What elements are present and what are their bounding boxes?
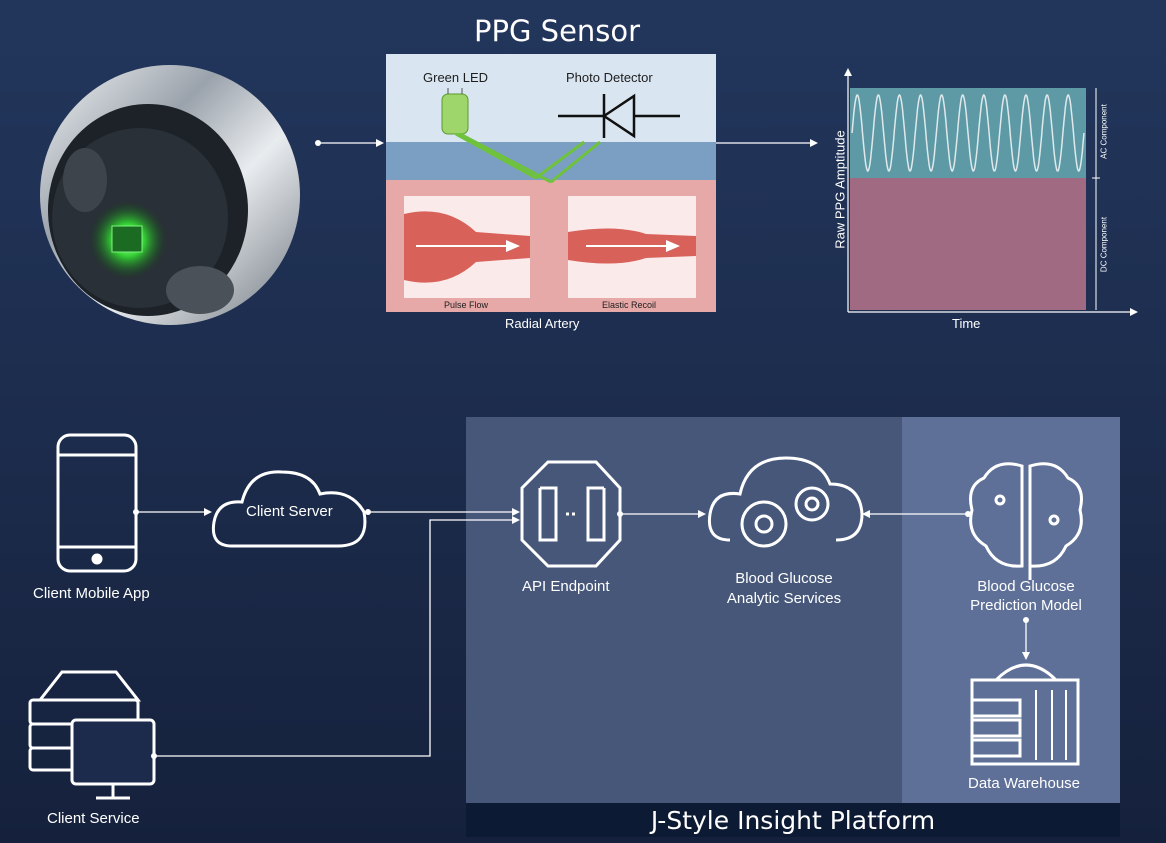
elastic-recoil-panel [568,196,696,298]
skin-layer [386,142,716,180]
sensor-housing [386,54,716,142]
graph-xlabel: Time [952,316,981,331]
service-to-api-line [154,519,514,757]
phone-icon[interactable] [56,433,138,573]
client-service-label: Client Service [47,810,140,827]
brain-icon[interactable] [969,462,1083,580]
radial-artery-label: Radial Artery [505,316,580,331]
client-mobile-app-label: Client Mobile App [33,585,150,602]
photo-detector-label: Photo Detector [566,70,653,85]
platform-title-bar: J-Style Insight Platform [466,803,1120,837]
client-server-label: Client Server [246,503,333,520]
data-warehouse-label: Data Warehouse [968,775,1081,792]
prediction-label-line1: Blood Glucose [977,578,1075,595]
analytics-label-line2: Analytic Services [726,590,842,607]
data-warehouse-icon[interactable] [970,663,1080,766]
analytics-label-line1: Blood Glucose [735,570,833,587]
analytics-cloud-icon[interactable] [707,456,864,548]
pulse-flow-label: Pulse Flow [444,300,489,310]
monitor-icon[interactable] [70,718,156,800]
api-endpoint-icon[interactable] [520,460,622,568]
ppg-sensor-diagram: Green LED Photo Detector [386,54,716,312]
prediction-label-line2: Prediction Model [970,597,1082,614]
led-icon [441,88,469,135]
ppg-sensor-title: PPG Sensor [474,14,641,48]
api-endpoint-label: API Endpoint [522,578,610,595]
green-led-label: Green LED [423,70,489,85]
pulse-flow-panel [404,196,530,298]
light-rays [455,132,601,184]
ppg-waveform [851,93,1085,173]
y-axis-arrow [844,68,852,76]
x-axis-arrow [1130,308,1138,316]
cloud-icon[interactable] [211,470,367,548]
dc-band [850,178,1086,310]
elastic-recoil-label: Elastic Recoil [602,300,657,310]
photodiode-icon [558,93,680,139]
